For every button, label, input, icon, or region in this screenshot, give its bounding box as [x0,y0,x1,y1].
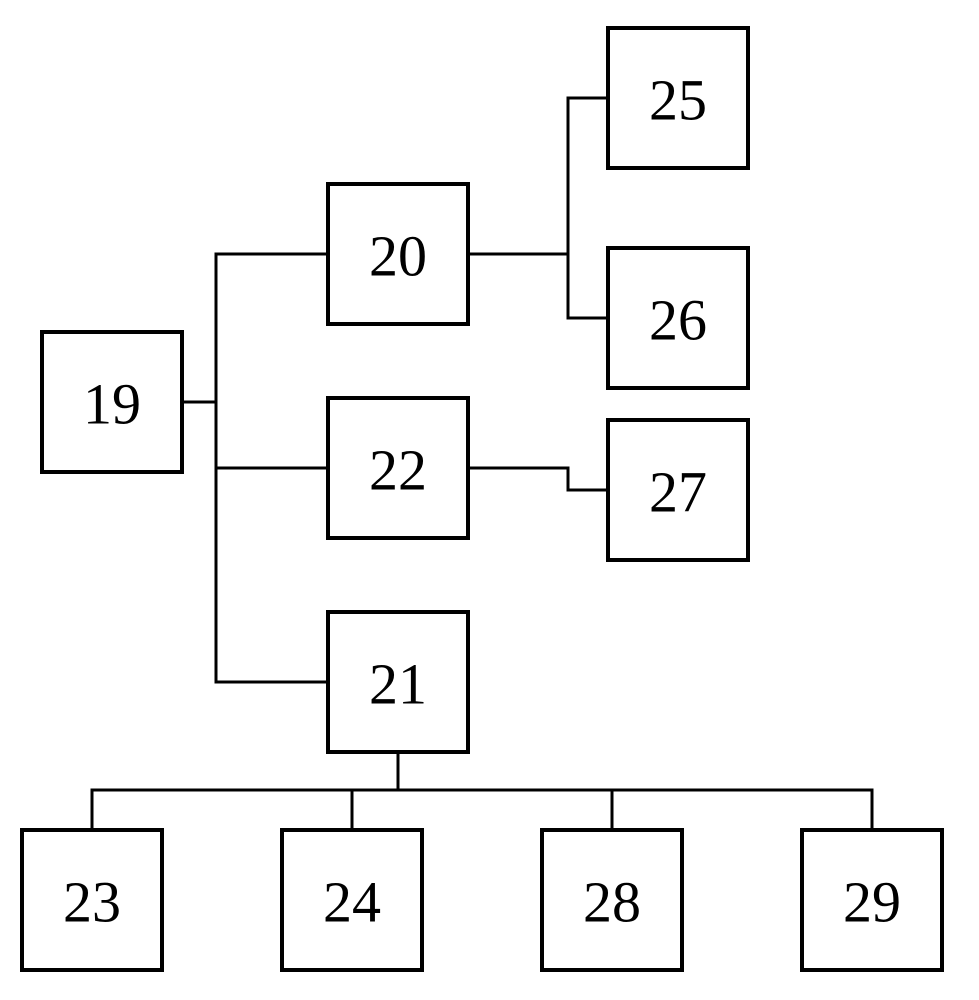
node-n19: 19 [42,332,182,472]
tree-diagram: 19 20 22 21 25 26 27 23 24 28 29 [0,0,979,1000]
node-n27: 27 [608,420,748,560]
node-label: 29 [843,870,901,935]
edge-n21-n29 [398,752,872,830]
node-label: 21 [369,652,427,717]
nodes-layer: 19 20 22 21 25 26 27 23 24 28 29 [22,28,942,970]
edge-n21-n24 [352,752,398,830]
node-n26: 26 [608,248,748,388]
edge-n20-n26 [468,254,608,318]
edge-n20-n25 [468,98,608,254]
edges-layer [92,98,872,830]
node-label: 26 [649,288,707,353]
node-label: 19 [83,372,141,437]
node-label: 24 [323,870,381,935]
node-label: 20 [369,224,427,289]
node-n28: 28 [542,830,682,970]
node-n23: 23 [22,830,162,970]
node-label: 28 [583,870,641,935]
edge-n19-n21 [182,402,328,682]
node-n25: 25 [608,28,748,168]
node-n22: 22 [328,398,468,538]
node-label: 22 [369,438,427,503]
edge-n19-n20 [182,254,328,402]
edge-n22-n27 [468,468,608,490]
node-label: 23 [63,870,121,935]
node-n29: 29 [802,830,942,970]
node-n20: 20 [328,184,468,324]
node-n21: 21 [328,612,468,752]
edge-n19-n22 [182,402,328,468]
node-label: 25 [649,68,707,133]
node-n24: 24 [282,830,422,970]
node-label: 27 [649,460,707,525]
